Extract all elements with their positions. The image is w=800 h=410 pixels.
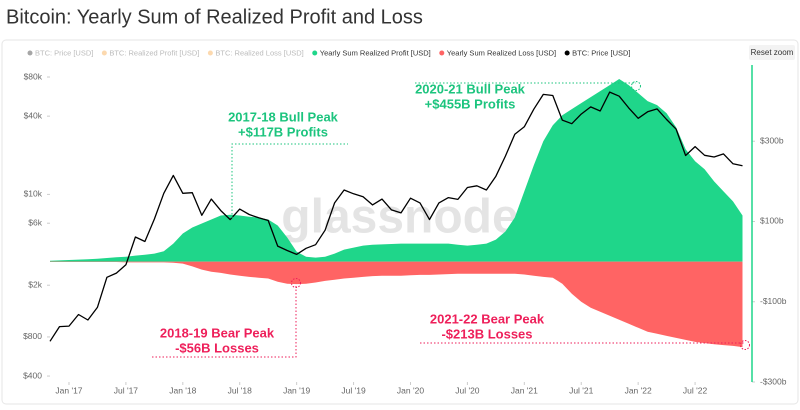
annotation-title: 2021-22 Bear Peak (430, 311, 545, 326)
annotation-title: 2018-19 Bear Peak (160, 325, 275, 340)
legend-marker (564, 50, 570, 56)
legend-label: Yearly Sum Realized Loss [USD] (447, 48, 556, 57)
y-tick-label: $2k (28, 279, 42, 289)
y-tick-label: $800 (23, 331, 42, 341)
legend-label: BTC: Realized Profit [USD] (109, 48, 199, 57)
annotation-connector (152, 284, 297, 358)
y2-tick-label: $300b (760, 135, 784, 145)
annotation-title: 2017-18 Bull Peak (228, 109, 339, 124)
legend-marker (439, 50, 445, 56)
legend-marker (101, 50, 107, 56)
area (50, 261, 743, 348)
annotation-point (631, 81, 641, 91)
x-tick-label: Jul '22 (683, 385, 708, 395)
x-tick-label: Jul '17 (114, 385, 139, 395)
annotation-connector (231, 143, 348, 218)
x-tick-label: Jan '19 (283, 385, 310, 395)
annotation-point (291, 278, 301, 288)
y-tick-label: $80k (24, 71, 43, 81)
legend-marker (27, 50, 33, 56)
annotation-title: 2020-21 Bull Peak (415, 81, 526, 96)
watermark: glassnode (281, 191, 518, 244)
x-tick-label: Jan '20 (397, 385, 424, 395)
annotation-text: -$213B Losses (441, 326, 532, 341)
y2-tick-label: $100b (760, 216, 784, 226)
reset-zoom-button[interactable] (749, 45, 795, 60)
area (50, 79, 743, 262)
legend-marker (207, 50, 213, 56)
y-tick-label: $40k (24, 110, 43, 120)
legend-label: BTC: Price [USD] (572, 48, 630, 57)
chart-title: Bitcoin: Yearly Sum of Realized Profit a… (6, 6, 423, 28)
x-tick-label: Jul '21 (569, 385, 594, 395)
legend-label: BTC: Realized Loss [USD] (215, 48, 303, 57)
y-tick-label: $400 (23, 370, 42, 380)
x-tick-label: Jan '17 (55, 385, 82, 395)
x-tick-label: Jan '18 (169, 385, 196, 395)
y2-tick-label: -$100b (760, 296, 787, 306)
x-tick-label: Jan '21 (511, 385, 538, 395)
y-tick-label: $6k (28, 217, 42, 227)
x-tick-label: Jul '19 (341, 385, 366, 395)
legend-marker (312, 50, 318, 56)
x-tick-label: Jul '18 (228, 385, 253, 395)
y-tick-label: $10k (24, 189, 43, 199)
annotation-text: +$455B Profits (425, 96, 516, 111)
legend-label: BTC: Price [USD] (35, 48, 93, 57)
annotation-point (740, 340, 750, 350)
x-tick-label: Jul '20 (455, 385, 480, 395)
reset-zoom-label[interactable]: Reset zoom (751, 48, 794, 57)
legend-label: Yearly Sum Realized Profit [USD] (320, 48, 431, 57)
y2-tick-label: -$300b (760, 376, 787, 386)
line (49, 91, 743, 342)
annotation-text: +$117B Profits (238, 124, 328, 139)
annotation-text: -$56B Losses (175, 340, 259, 355)
x-tick-label: Jan '22 (625, 385, 652, 395)
